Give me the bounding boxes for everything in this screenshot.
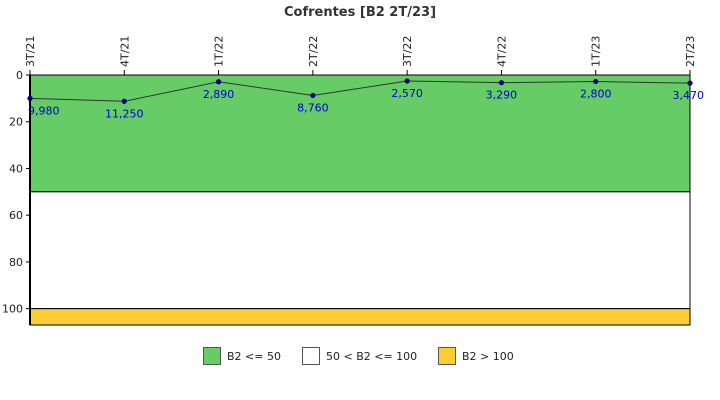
x-tick-label: 2T/23 [684, 36, 697, 67]
data-point [687, 80, 693, 86]
series-line [29, 80, 691, 102]
chart-series [27, 78, 693, 104]
data-label: 3,470 [673, 89, 705, 102]
legend: B2 <= 50 50 < B2 <= 100 B2 > 100 [0, 344, 720, 368]
legend-label: B2 > 100 [462, 349, 514, 363]
data-point [404, 78, 410, 84]
y-tick-label: 40 [9, 162, 23, 175]
y-tick-label: 100 [2, 303, 23, 316]
data-label: 9,980 [28, 104, 60, 117]
legend-item-yellow: B2 > 100 [438, 344, 514, 368]
data-label: 11,250 [105, 107, 144, 120]
legend-swatch-yellow [438, 347, 456, 365]
x-tick-label: 4T/22 [495, 36, 508, 67]
legend-swatch-green [203, 347, 221, 365]
data-label: 8,760 [297, 101, 329, 114]
legend-label: 50 < B2 <= 100 [326, 349, 418, 363]
data-point [215, 79, 222, 85]
data-label: 2,570 [391, 87, 423, 100]
data-label: 3,290 [486, 89, 518, 102]
y-tick-label: 0 [16, 69, 23, 82]
data-label: 2,890 [203, 88, 235, 101]
legend-label: B2 <= 50 [227, 349, 281, 363]
data-point [121, 98, 127, 104]
legend-item-green: B2 <= 50 [203, 344, 281, 368]
x-tick-label: 4T/21 [118, 36, 131, 67]
y-tick-label: 60 [9, 209, 23, 222]
y-tick-label: 80 [9, 256, 23, 269]
data-label: 2,800 [580, 88, 612, 101]
band-1 [29, 191, 691, 310]
chart-axes: 0 20 40 60 80 100 3T/21 4T/21 1T/22 2T/22 3T/22 4T/… [2, 36, 697, 325]
legend-item-white: 50 < B2 <= 100 [302, 344, 417, 368]
chart-title: Cofrentes [B2 2T/23] [284, 5, 436, 20]
legend-swatch-white [302, 347, 320, 365]
data-point [593, 78, 599, 85]
data-point [310, 92, 316, 99]
x-tick-label: 2T/22 [307, 36, 320, 67]
data-point [498, 80, 505, 86]
x-tick-label: 1T/23 [590, 36, 603, 67]
data-point [27, 95, 33, 101]
y-tick-label: 20 [9, 116, 23, 129]
x-tick-label: 3T/21 [24, 36, 37, 67]
x-tick-label: 3T/22 [401, 36, 414, 67]
x-tick-label: 1T/22 [213, 36, 226, 67]
chart-data-labels: 9,980 11,250 2,890 8,760 2,570 3,290 2,800 3,47… [28, 87, 704, 120]
band-0 [29, 74, 691, 193]
band-2 [29, 308, 691, 326]
chart-bands [29, 74, 691, 326]
